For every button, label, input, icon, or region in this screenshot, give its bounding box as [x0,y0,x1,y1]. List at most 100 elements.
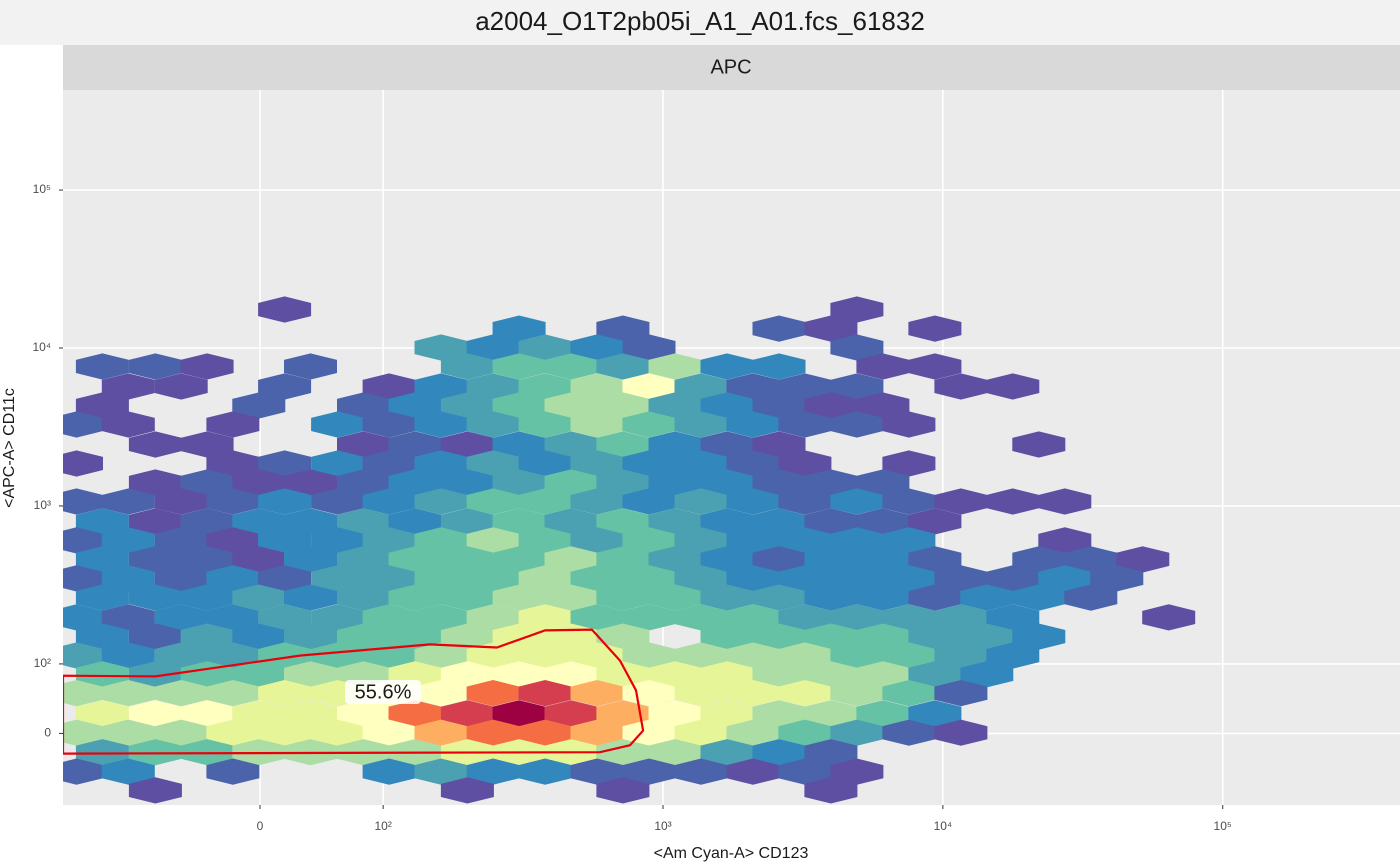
hexbin [856,353,910,380]
hexbin [544,661,598,688]
hexbin [830,296,884,323]
hexbin [492,700,546,727]
hexbin [622,680,676,707]
hexbin [466,642,520,669]
hexbin [544,469,598,496]
hexbin [804,315,858,342]
hexbin [1064,546,1118,573]
hexbin [726,680,780,707]
hexbin [75,623,129,650]
hexbin [337,584,390,611]
hexbin [648,469,702,496]
y-tick-label: 10⁵ [33,182,51,196]
hexbin [934,565,988,592]
hexbin [258,719,312,746]
hexbin [726,565,780,592]
hexbin [752,508,806,535]
hexbin [752,700,806,727]
hexbin [544,353,598,380]
hexbin [778,450,832,477]
hexbin [882,680,936,707]
hexbin [882,604,936,631]
hexbin [180,431,234,458]
hexbin [726,450,780,477]
hexbin [492,546,546,573]
hexbin [908,700,962,727]
hexbin [180,546,234,573]
hexbin [986,565,1040,592]
hexbin [128,777,182,804]
hexbin [778,680,832,707]
hexbin [882,719,936,746]
hexbin [544,546,598,573]
hexbin [622,642,676,669]
hexbin [75,392,129,419]
hexbin [284,661,337,688]
y-tick-label: 10² [34,656,51,670]
hexbin [101,527,155,554]
hexbin [856,584,910,611]
hexbin [726,411,780,438]
hexbin [414,450,468,477]
hexbin [544,431,598,458]
hexbin [648,739,702,766]
hexbin [856,469,910,496]
hexbin [414,680,468,707]
hexbin [596,584,650,611]
hexbin [337,700,390,727]
hexbin [466,758,520,785]
hexbin [908,315,962,342]
hexbin [414,719,468,746]
hexbin [284,546,337,573]
hexbin [128,700,182,727]
hexbin [492,508,546,535]
hexbin [337,469,390,496]
hexbin [466,527,520,554]
hexbin [414,488,468,515]
gate-label: 55.6% [355,681,412,703]
hexbin [1090,565,1144,592]
hexbin [986,604,1040,631]
hexbin [544,508,598,535]
hexbin [284,469,337,496]
hexbin [284,353,337,380]
hexbin [674,450,728,477]
hexbin [856,546,910,573]
hexbin [492,661,546,688]
hexbin [63,565,103,592]
hexbin [154,680,208,707]
hexbin [570,373,624,400]
hexbin [63,411,103,438]
hexbin [570,334,624,361]
hexbin [856,508,910,535]
x-tick-label: 10² [374,819,391,833]
hexbin [882,450,936,477]
hexbin [752,431,806,458]
hexbin [258,373,312,400]
hexbin [1012,546,1066,573]
hexbin [75,508,129,535]
hexbin [960,661,1014,688]
hexbin [830,758,884,785]
chart-title: a2004_O1T2pb05i_A1_A01.fcs_61832 [475,6,925,36]
hexbin [804,623,858,650]
hexbin [75,353,129,380]
hexbin [674,604,728,631]
hexbin [700,431,754,458]
hexbin [596,315,650,342]
hexbin [856,661,910,688]
hexbin [128,739,182,766]
hexbin [622,450,676,477]
hexbin [882,527,936,554]
hexbin [128,584,182,611]
hexbin [934,680,988,707]
y-tick-label: 10⁴ [32,340,51,354]
hexbins [63,296,1196,804]
hexbin [726,719,780,746]
hexbin [362,565,416,592]
hexbin [206,604,260,631]
hexbin [830,527,884,554]
hexbin [934,719,988,746]
hexbin [388,546,442,573]
hexbin [1064,584,1118,611]
